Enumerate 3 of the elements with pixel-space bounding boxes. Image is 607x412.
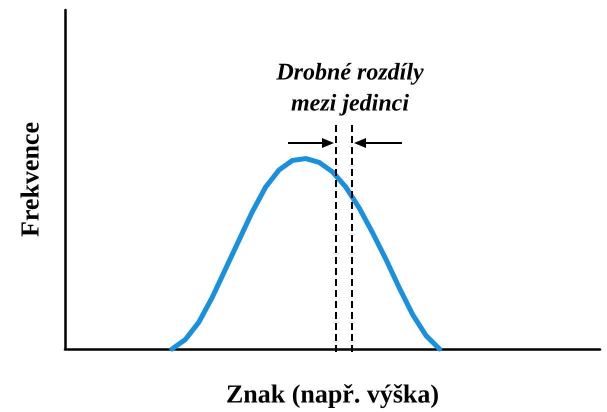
text: Drobné rozdíly mezi jedinci (275, 60, 424, 116)
x-axis-title: Znak (např. výška) (226, 380, 440, 408)
y-axis-title: Frekvence (16, 122, 44, 238)
